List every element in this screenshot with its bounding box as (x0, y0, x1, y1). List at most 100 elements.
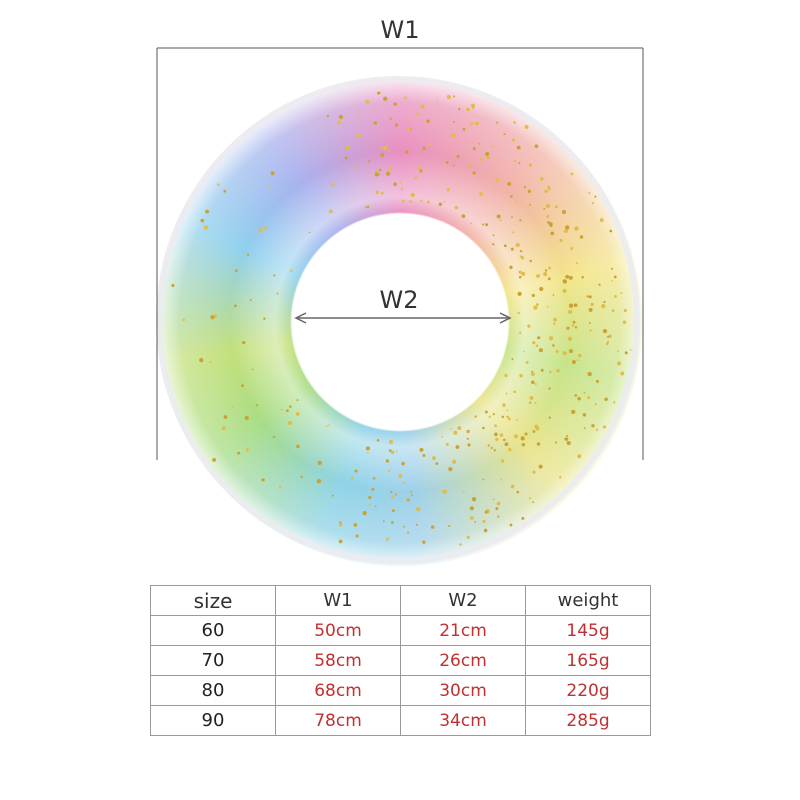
glitter (466, 431, 469, 434)
glitter (385, 537, 389, 541)
glitter (483, 528, 488, 533)
glitter (264, 226, 268, 230)
glitter (482, 426, 485, 430)
glitter (566, 326, 570, 330)
glitter (574, 394, 578, 397)
glitter (534, 424, 539, 429)
glitter (519, 219, 522, 222)
glitter (570, 172, 574, 176)
glitter (328, 209, 333, 214)
glitter (553, 322, 556, 326)
glitter (454, 205, 459, 210)
glitter (516, 490, 520, 494)
glitter (601, 304, 606, 309)
glitter (209, 360, 212, 364)
glitter (518, 162, 521, 165)
glitter (607, 341, 609, 343)
glitter (538, 348, 543, 353)
glitter (354, 469, 358, 473)
glitter (510, 484, 515, 489)
glitter (317, 460, 322, 465)
glitter (445, 442, 449, 446)
glitter (422, 453, 426, 457)
glitter (441, 435, 444, 438)
glitter (407, 127, 411, 131)
glitter (367, 160, 371, 163)
glitter (554, 205, 558, 209)
glitter (569, 349, 573, 354)
glitter (629, 348, 632, 351)
glitter (496, 214, 501, 219)
glitter (216, 183, 220, 187)
glitter (529, 259, 533, 263)
glitter (493, 449, 496, 452)
glitter (393, 182, 397, 187)
glitter (203, 225, 208, 230)
table-cell: 285g (525, 705, 651, 736)
glitter (561, 210, 566, 215)
glitter (445, 161, 449, 164)
glitter (355, 135, 358, 138)
glitter (371, 487, 375, 491)
glitter (549, 370, 552, 374)
w2-label: W2 (380, 286, 419, 314)
glitter (595, 428, 599, 431)
glitter (436, 100, 439, 103)
glitter (295, 412, 300, 416)
glitter (611, 309, 615, 312)
glitter (586, 295, 590, 298)
glitter (435, 462, 439, 465)
glitter (587, 396, 591, 399)
glitter (534, 144, 539, 149)
glitter (506, 415, 509, 418)
glitter (482, 478, 485, 481)
glitter (568, 309, 573, 314)
glitter (472, 171, 476, 175)
glitter (520, 436, 525, 441)
glitter (565, 225, 570, 230)
glitter (503, 244, 507, 248)
glitter (469, 506, 474, 511)
glitter (372, 477, 376, 480)
glitter (577, 396, 581, 401)
glitter (499, 433, 504, 437)
glitter (330, 182, 335, 187)
glitter (527, 189, 531, 193)
glitter (531, 380, 535, 385)
glitter (529, 203, 531, 206)
glitter (532, 501, 535, 503)
glitter (478, 143, 481, 145)
glitter (535, 303, 539, 306)
glitter (547, 277, 551, 281)
glitter (374, 172, 379, 177)
glitter (479, 192, 483, 196)
glitter (472, 147, 476, 151)
glitter (466, 535, 470, 539)
table-row: 70 58cm 26cm 165g (150, 645, 651, 676)
glitter (602, 425, 607, 429)
glitter (538, 464, 543, 469)
glitter (512, 138, 516, 142)
glitter (559, 475, 562, 479)
glitter (394, 123, 399, 127)
glitter (395, 493, 398, 496)
glitter (263, 317, 266, 320)
glitter-layer (171, 91, 632, 546)
glitter (290, 269, 293, 272)
glitter (269, 185, 272, 188)
glitter (513, 390, 517, 394)
glitter (531, 370, 534, 373)
glitter (316, 478, 322, 484)
glitter (577, 454, 582, 459)
glitter (571, 409, 576, 415)
glitter (529, 396, 534, 400)
glitter (546, 214, 550, 218)
glitter (450, 427, 452, 430)
glitter (565, 274, 570, 279)
glitter (399, 181, 402, 184)
glitter (620, 292, 623, 295)
glitter (452, 120, 455, 123)
glitter (518, 275, 522, 279)
